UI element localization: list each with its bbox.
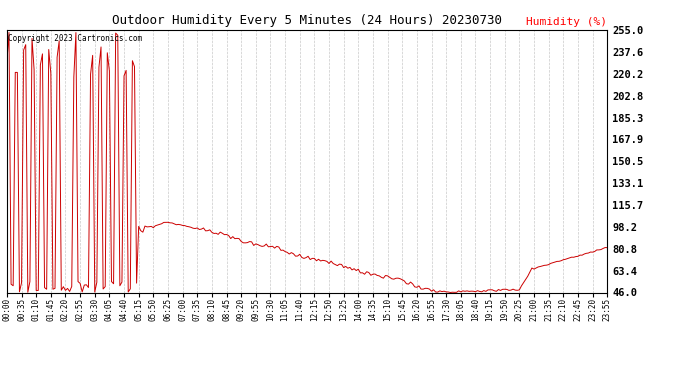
Text: Humidity (%): Humidity (%) (526, 17, 607, 27)
Title: Outdoor Humidity Every 5 Minutes (24 Hours) 20230730: Outdoor Humidity Every 5 Minutes (24 Hou… (112, 15, 502, 27)
Text: Copyright 2023 Cartronics.com: Copyright 2023 Cartronics.com (8, 34, 141, 43)
